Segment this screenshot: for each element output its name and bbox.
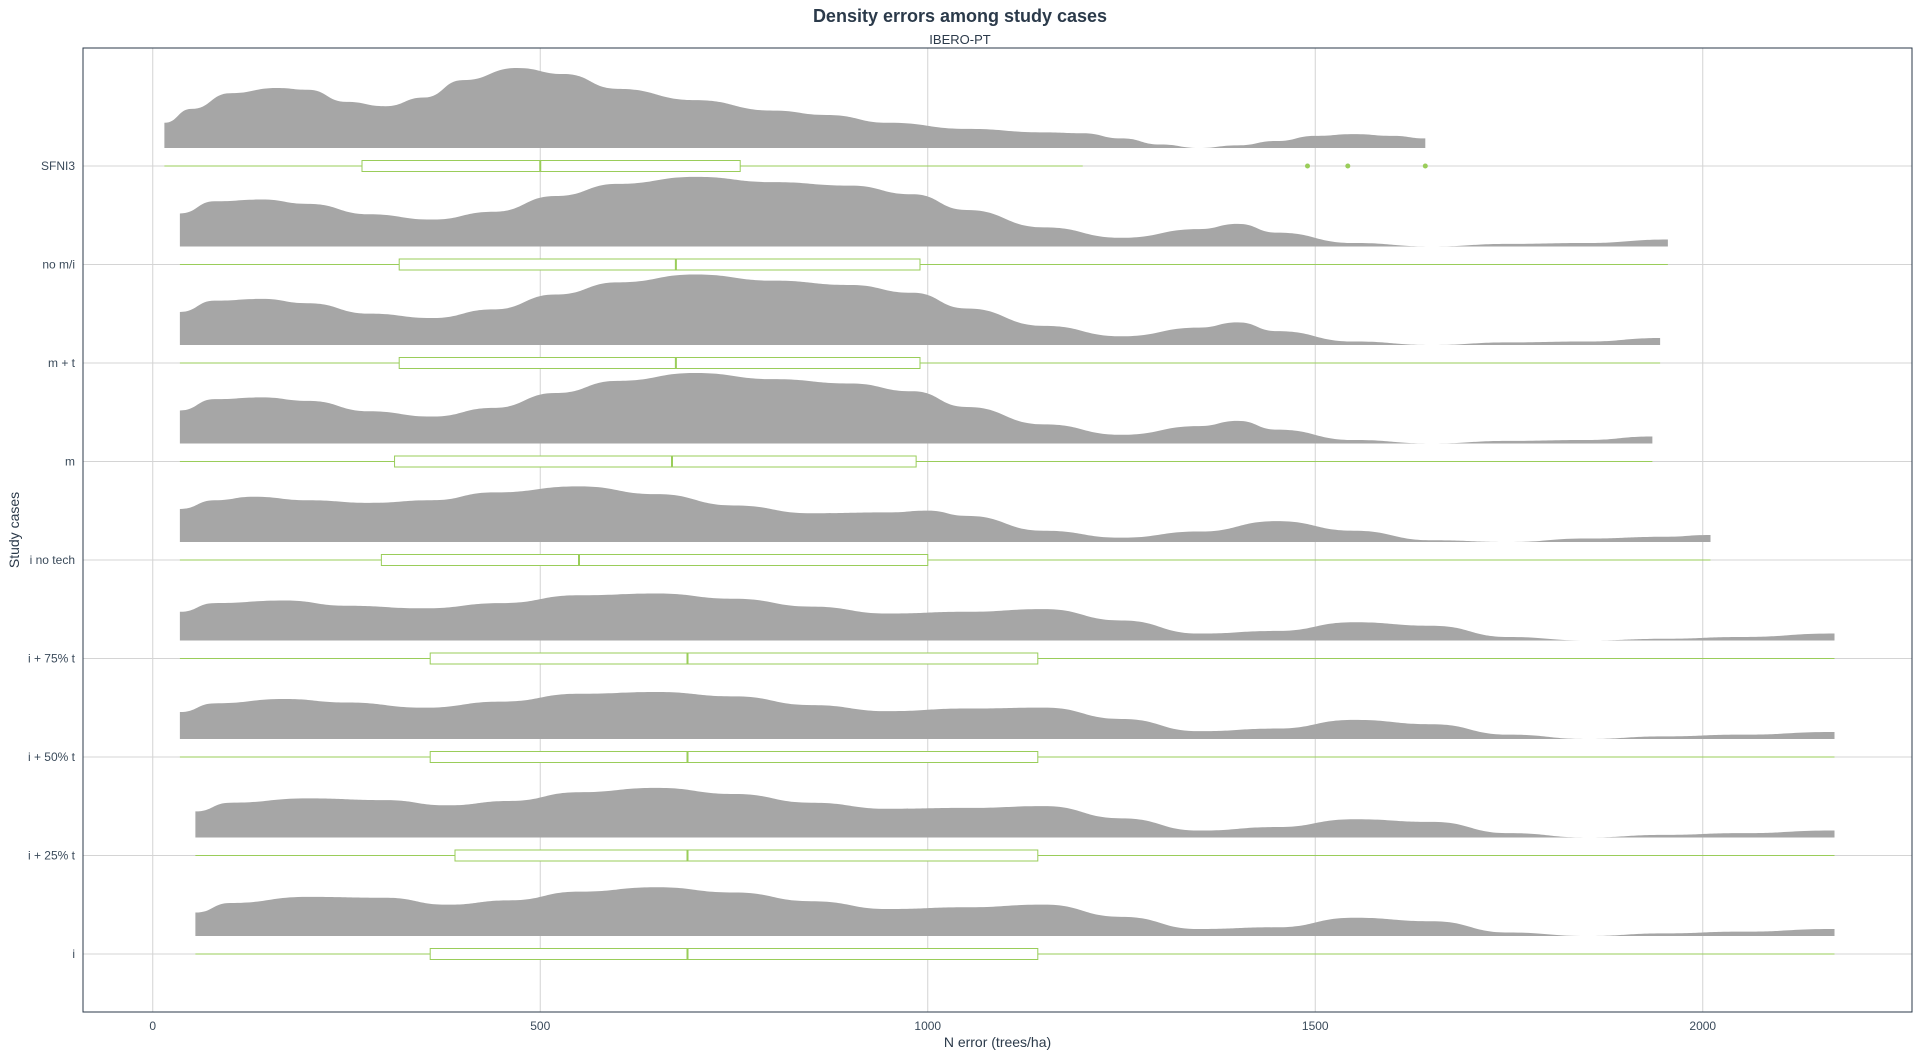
box-iqr — [398, 258, 921, 271]
y-tick-label: m + t — [48, 356, 76, 370]
plot-frame — [82, 47, 1913, 1013]
box-outlier — [1422, 163, 1428, 169]
density-ridge — [195, 887, 1835, 936]
density-ridge — [179, 373, 1653, 444]
density-ridges — [164, 67, 1835, 936]
y-tick-label: no m/i — [42, 258, 75, 272]
box-iqr — [429, 751, 1039, 763]
x-tick-label: 500 — [530, 1019, 550, 1033]
box-outlier — [1305, 163, 1310, 169]
chart-title: Density errors among study cases — [812, 6, 1108, 26]
density-ridge — [195, 787, 1835, 838]
x-tick-label: 0 — [149, 1019, 156, 1033]
x-tick-labels: 0 500 1000 1500 2000 — [149, 1019, 1716, 1033]
x-tick-label: 1500 — [1302, 1019, 1329, 1033]
box-iqr — [429, 948, 1039, 960]
y-tick-label: i no tech — [30, 553, 75, 567]
y-tick-label: i + 75% t — [28, 652, 76, 666]
density-ridge — [164, 67, 1426, 148]
x-axis-label: N error (trees/ha) — [944, 1034, 1051, 1050]
y-tick-label: SFNI3 — [41, 159, 75, 173]
box-iqr — [454, 849, 1039, 862]
chart-subtitle: IBERO-PT — [929, 32, 991, 47]
boxplots — [164, 160, 1835, 960]
density-ridge — [179, 176, 1668, 247]
density-ridge — [179, 692, 1835, 739]
x-tick-label: 2000 — [1689, 1019, 1716, 1033]
density-ridge — [179, 274, 1661, 345]
box-outlier — [1345, 163, 1351, 169]
y-tick-label: i + 25% t — [28, 849, 76, 863]
box-iqr — [429, 652, 1039, 665]
density-ridge — [179, 486, 1711, 542]
y-tick-label: m — [65, 455, 75, 469]
x-tick-label: 1000 — [914, 1019, 941, 1033]
y-tick-labels: SFNI3 no m/i m + t m i no tech i + 75% t i + 5… — [28, 159, 76, 961]
y-tick-label: i — [72, 947, 75, 961]
density-ridge — [179, 593, 1835, 641]
y-tick-label: i + 50% t — [28, 750, 76, 764]
box-iqr — [394, 455, 917, 468]
box-iqr — [398, 357, 921, 369]
y-axis-label: Study cases — [6, 492, 22, 568]
box-iqr — [361, 160, 741, 172]
box-iqr — [380, 554, 929, 566]
